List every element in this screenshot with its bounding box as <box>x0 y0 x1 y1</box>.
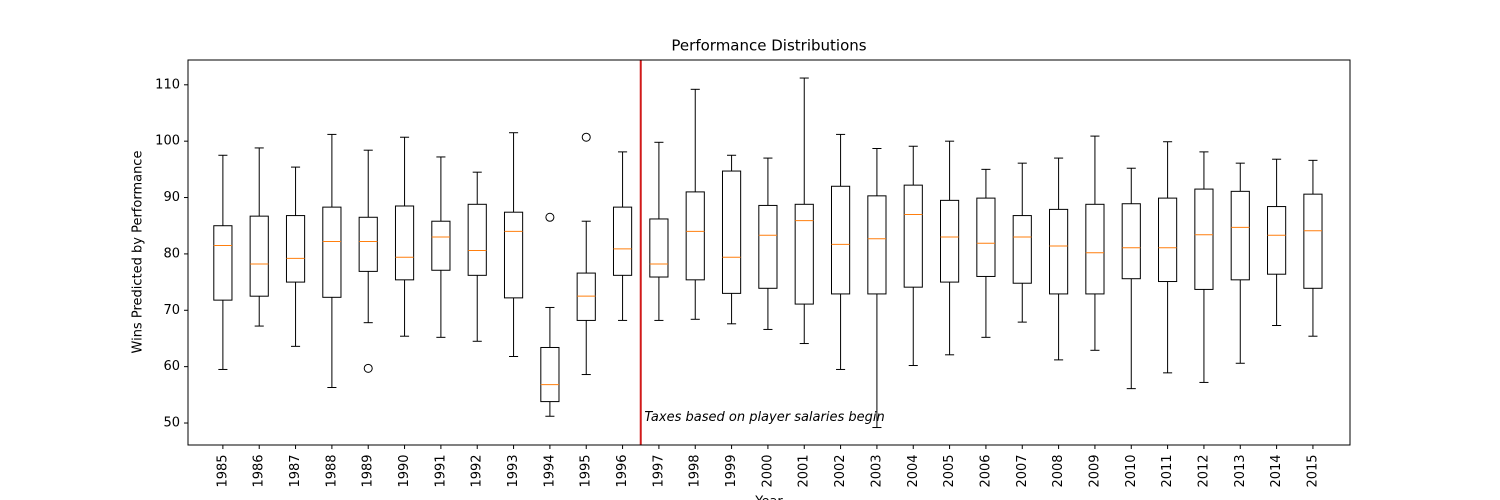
x-tick-label: 1987 <box>288 454 303 487</box>
x-tick-label: 1996 <box>615 454 630 487</box>
y-axis-label: Wins Predicted by Performance <box>131 151 146 354</box>
x-tick-label: 2001 <box>797 454 812 487</box>
x-tick-label: 1997 <box>651 454 666 487</box>
x-tick-label: 2004 <box>906 454 921 487</box>
box <box>249 215 269 297</box>
box <box>685 191 705 281</box>
box <box>1303 193 1323 289</box>
x-tick-label: 1998 <box>688 454 703 487</box>
x-tick-label: 1992 <box>470 454 485 487</box>
y-tick-label: 60 <box>163 359 180 374</box>
box <box>612 206 633 276</box>
box <box>794 203 814 305</box>
box <box>394 205 415 281</box>
box <box>758 204 778 289</box>
box <box>1230 190 1250 281</box>
y-tick-label: 90 <box>163 190 180 205</box>
x-tick-label: 2014 <box>1269 454 1284 487</box>
x-tick-label: 2008 <box>1051 454 1066 487</box>
box <box>467 203 487 276</box>
box <box>431 220 451 271</box>
x-tick-label: 2002 <box>833 454 848 487</box>
box <box>1012 215 1032 284</box>
x-tick-label: 2011 <box>1160 454 1175 487</box>
x-axis-label: Year <box>754 495 783 500</box>
y-tick-label: 70 <box>163 303 180 318</box>
box <box>1194 188 1214 290</box>
box <box>213 225 233 301</box>
box <box>976 197 996 277</box>
x-tick-label: 1990 <box>397 454 412 487</box>
x-tick-label: 1985 <box>215 454 230 487</box>
x-tick-label: 1994 <box>542 454 557 487</box>
box <box>940 199 960 283</box>
x-tick-label: 2006 <box>978 454 993 487</box>
box <box>1085 203 1105 295</box>
box <box>830 185 851 295</box>
box <box>503 211 524 299</box>
box <box>1267 206 1287 275</box>
box <box>903 184 923 288</box>
y-tick-label: 110 <box>155 77 180 92</box>
box <box>285 215 306 283</box>
box <box>358 216 378 272</box>
x-tick-label: 2000 <box>760 454 775 487</box>
box <box>867 195 887 295</box>
y-tick-label: 80 <box>163 246 180 261</box>
y-tick-label: 50 <box>163 416 180 431</box>
x-tick-label: 2015 <box>1305 454 1320 487</box>
box <box>322 206 342 298</box>
y-tick-label: 100 <box>155 134 180 149</box>
chart-title: Performance Distributions <box>671 37 866 55</box>
box <box>1121 203 1141 280</box>
x-tick-label: 1993 <box>506 454 521 487</box>
x-tick-label: 1989 <box>361 454 376 487</box>
box <box>649 218 669 278</box>
outlier <box>581 132 591 142</box>
x-tick-label: 1991 <box>433 454 448 487</box>
box <box>540 346 560 403</box>
box <box>576 272 596 321</box>
outlier <box>363 363 373 373</box>
x-tick-label: 1999 <box>724 454 739 487</box>
x-tick-label: 2005 <box>942 454 957 487</box>
x-tick-label: 2012 <box>1196 454 1211 487</box>
plot-frame <box>187 59 1351 446</box>
x-tick-label: 2003 <box>869 454 884 487</box>
x-tick-label: 2013 <box>1233 454 1248 487</box>
x-tick-label: 2009 <box>1087 454 1102 487</box>
x-tick-label: 2010 <box>1124 454 1139 487</box>
x-tick-label: 1988 <box>324 454 339 487</box>
box <box>721 170 742 294</box>
box <box>1049 208 1069 295</box>
x-tick-label: 2007 <box>1015 454 1030 487</box>
box <box>1158 197 1178 283</box>
outlier <box>545 212 555 222</box>
x-tick-label: 1986 <box>252 454 267 487</box>
x-tick-label: 1995 <box>579 454 594 487</box>
annotation: Taxes based on player salaries begin <box>644 410 884 425</box>
